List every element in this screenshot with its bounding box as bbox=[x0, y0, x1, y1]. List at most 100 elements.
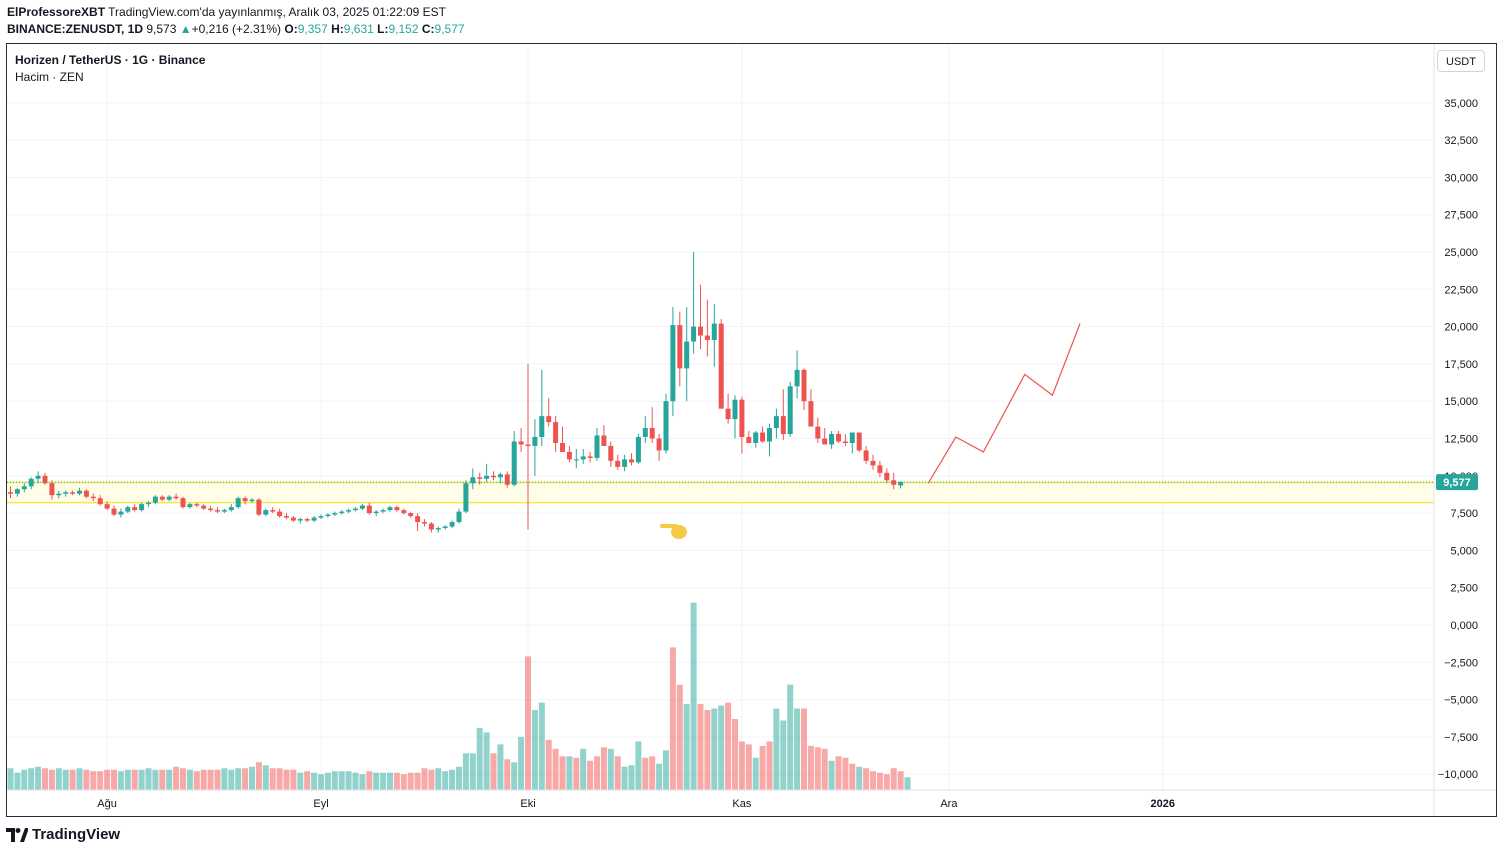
open-label: O: bbox=[284, 22, 298, 36]
volume-bar bbox=[131, 769, 138, 790]
volume-bar bbox=[117, 771, 124, 790]
candle-body bbox=[870, 460, 876, 466]
candle-body bbox=[677, 325, 683, 369]
volume-bar bbox=[200, 769, 207, 790]
tradingview-logo[interactable]: TradingView bbox=[6, 826, 120, 843]
candle-body bbox=[566, 451, 572, 460]
candle-body bbox=[504, 474, 510, 485]
candle-body bbox=[311, 517, 317, 521]
high-label: H: bbox=[331, 22, 344, 36]
volume-bar bbox=[870, 771, 876, 790]
candle-body bbox=[187, 504, 193, 508]
volume-bar bbox=[876, 772, 883, 790]
candle-body bbox=[525, 444, 531, 446]
volume-bar bbox=[497, 744, 504, 790]
candle-body bbox=[553, 422, 559, 443]
hand-finger bbox=[660, 524, 678, 528]
ohlc-bar: BINANCE:ZENUSDT, 1D 9,573 ▲+0,216 (+2.31… bbox=[7, 22, 465, 36]
low-label: L: bbox=[377, 22, 389, 36]
volume-bar bbox=[255, 762, 262, 790]
volume-bar bbox=[304, 771, 311, 790]
candle-body bbox=[622, 459, 628, 467]
y-tick-label: 5,000 bbox=[1450, 545, 1478, 557]
candle-body bbox=[546, 416, 552, 423]
volume-bar bbox=[180, 768, 186, 790]
volume-bar bbox=[849, 763, 856, 790]
volume-bar bbox=[35, 766, 42, 790]
candle-body bbox=[77, 490, 82, 494]
candles bbox=[8, 252, 904, 533]
candle-body bbox=[146, 502, 151, 505]
candle-body bbox=[304, 519, 310, 521]
support-zone-fill bbox=[7, 482, 1434, 503]
volume-bar bbox=[856, 766, 863, 790]
y-tick-label: 22,500 bbox=[1444, 284, 1478, 296]
candle-body bbox=[801, 369, 807, 402]
candle-body bbox=[201, 505, 207, 509]
y-tick-label: −7,500 bbox=[1444, 732, 1478, 744]
volume-bar bbox=[718, 705, 725, 790]
candle-body bbox=[401, 510, 407, 514]
volume-bar bbox=[276, 768, 283, 790]
volume-bar bbox=[690, 602, 697, 790]
y-tick-label: 0,000 bbox=[1450, 620, 1478, 632]
volume-bar bbox=[801, 708, 807, 790]
y-tick-label: 15,000 bbox=[1444, 396, 1478, 408]
volume-bar bbox=[656, 763, 663, 790]
volume-bar bbox=[62, 769, 69, 790]
volume-bar bbox=[663, 750, 669, 790]
volume-bar bbox=[186, 769, 193, 790]
candle-body bbox=[284, 516, 289, 518]
y-tick-label: 35,000 bbox=[1444, 98, 1478, 110]
candle-body bbox=[649, 428, 655, 439]
candle-body bbox=[56, 493, 62, 496]
volume-bar bbox=[469, 753, 476, 790]
candle-body bbox=[753, 432, 759, 443]
volume-bar bbox=[449, 769, 456, 790]
volume-bar bbox=[97, 771, 104, 790]
volume-bar bbox=[552, 748, 559, 790]
volume-bar bbox=[490, 753, 497, 790]
pointing-hand-icon bbox=[660, 524, 687, 539]
y-tick-label: 17,500 bbox=[1444, 359, 1478, 371]
y-tick-label: 2,500 bbox=[1450, 583, 1478, 595]
volume-bar bbox=[504, 759, 511, 790]
x-tick-label: Kas bbox=[732, 798, 751, 810]
candle-body bbox=[263, 510, 269, 515]
volume-bar bbox=[773, 708, 780, 790]
y-tick-label: −5,000 bbox=[1444, 695, 1478, 707]
close-label: C: bbox=[421, 22, 435, 36]
volume-bar bbox=[752, 757, 759, 790]
candle-body bbox=[767, 428, 772, 442]
volume-bar bbox=[476, 727, 483, 790]
volume-bar bbox=[324, 772, 331, 790]
volume-bar bbox=[345, 771, 352, 790]
volume-bar bbox=[732, 718, 738, 790]
volume-bar bbox=[283, 769, 290, 790]
candle-body bbox=[325, 514, 331, 517]
candle-body bbox=[456, 511, 462, 523]
candle-body bbox=[415, 516, 421, 523]
candle-body bbox=[698, 326, 703, 336]
candle-body bbox=[836, 434, 841, 442]
candle-body bbox=[359, 505, 365, 509]
volume-bar bbox=[228, 769, 235, 790]
volume-bar bbox=[863, 768, 870, 790]
candle-body bbox=[518, 441, 524, 445]
volume-legend: Hacim · ZEN bbox=[15, 70, 84, 84]
candle-body bbox=[242, 498, 248, 502]
y-tick-label: −10,000 bbox=[1438, 769, 1478, 781]
high-value: 9,631 bbox=[343, 22, 374, 36]
candle-body bbox=[629, 459, 634, 463]
currency-button[interactable]: USDT bbox=[1437, 50, 1485, 72]
candle-body bbox=[691, 326, 697, 342]
volume-bar bbox=[207, 769, 214, 790]
volume-bar bbox=[69, 769, 76, 790]
candle-body bbox=[256, 499, 262, 515]
candle-body bbox=[491, 475, 496, 478]
candle-body bbox=[14, 489, 20, 494]
candle-body bbox=[477, 477, 483, 479]
volume-bar bbox=[614, 756, 621, 790]
volume-bar bbox=[594, 756, 600, 790]
